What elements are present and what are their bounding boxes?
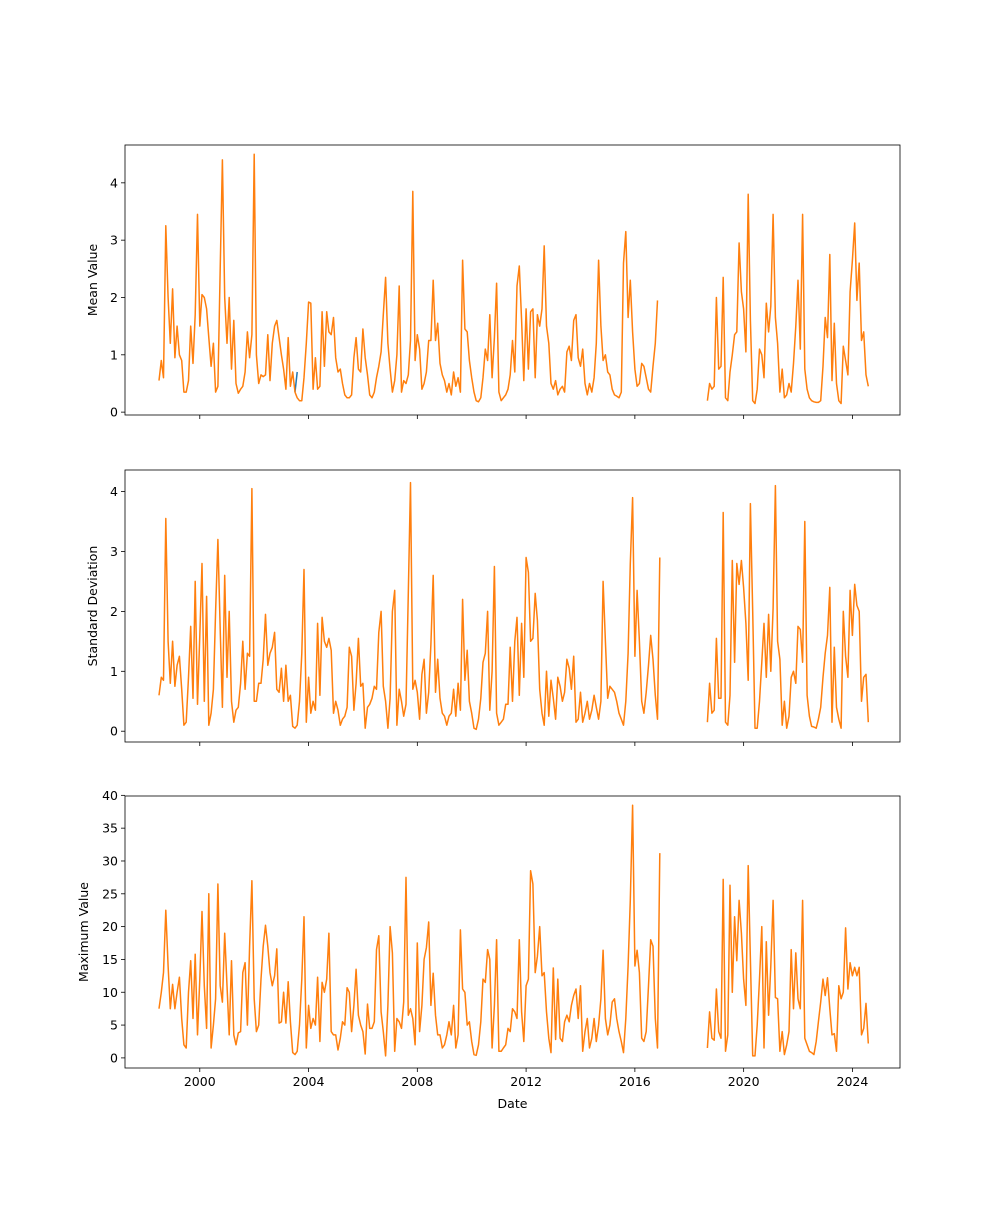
y-tick-label: 0: [110, 1050, 118, 1065]
y-tick-label: 15: [102, 952, 118, 967]
series-line-orange: [158, 153, 659, 403]
y-tick-label: 2: [110, 604, 118, 619]
series-line-orange: [706, 484, 870, 729]
y-tick-label: 20: [102, 919, 118, 934]
y-axis-label: Mean Value: [85, 244, 100, 317]
series-line-orange: [706, 193, 870, 405]
series-line-orange: [158, 481, 661, 731]
x-tick-label: 2012: [510, 1074, 542, 1089]
y-axis-label: Standard Deviation: [85, 546, 100, 667]
y-tick-label: 0: [110, 724, 118, 739]
x-tick-label: 2000: [184, 1074, 216, 1089]
axes-frame: [124, 144, 901, 416]
y-tick-label: 1: [110, 347, 118, 362]
x-tick-label: 2016: [619, 1074, 651, 1089]
y-axis-label: Maximum Value: [76, 882, 91, 982]
y-tick-label: 40: [102, 788, 118, 803]
y-tick-label: 5: [110, 1018, 118, 1033]
x-tick-label: 2008: [401, 1074, 433, 1089]
y-tick-label: 30: [102, 853, 118, 868]
y-tick-label: 4: [110, 484, 118, 499]
y-tick-label: 25: [102, 886, 118, 901]
y-tick-label: 2: [110, 290, 118, 305]
x-tick-label: 2020: [728, 1074, 760, 1089]
y-tick-label: 35: [102, 821, 118, 836]
series-line-orange: [158, 804, 661, 1057]
y-tick-label: 1: [110, 664, 118, 679]
axes-frame: [124, 469, 901, 743]
y-tick-label: 3: [110, 233, 118, 248]
y-tick-label: 10: [102, 985, 118, 1000]
y-tick-label: 4: [110, 175, 118, 190]
x-tick-label: 2004: [293, 1074, 325, 1089]
y-tick-label: 0: [110, 405, 118, 420]
series-line-orange: [706, 864, 870, 1057]
axes-frame: [124, 795, 901, 1069]
x-tick-label: 2024: [837, 1074, 869, 1089]
x-axis-label: Date: [498, 1096, 528, 1111]
y-tick-label: 3: [110, 544, 118, 559]
